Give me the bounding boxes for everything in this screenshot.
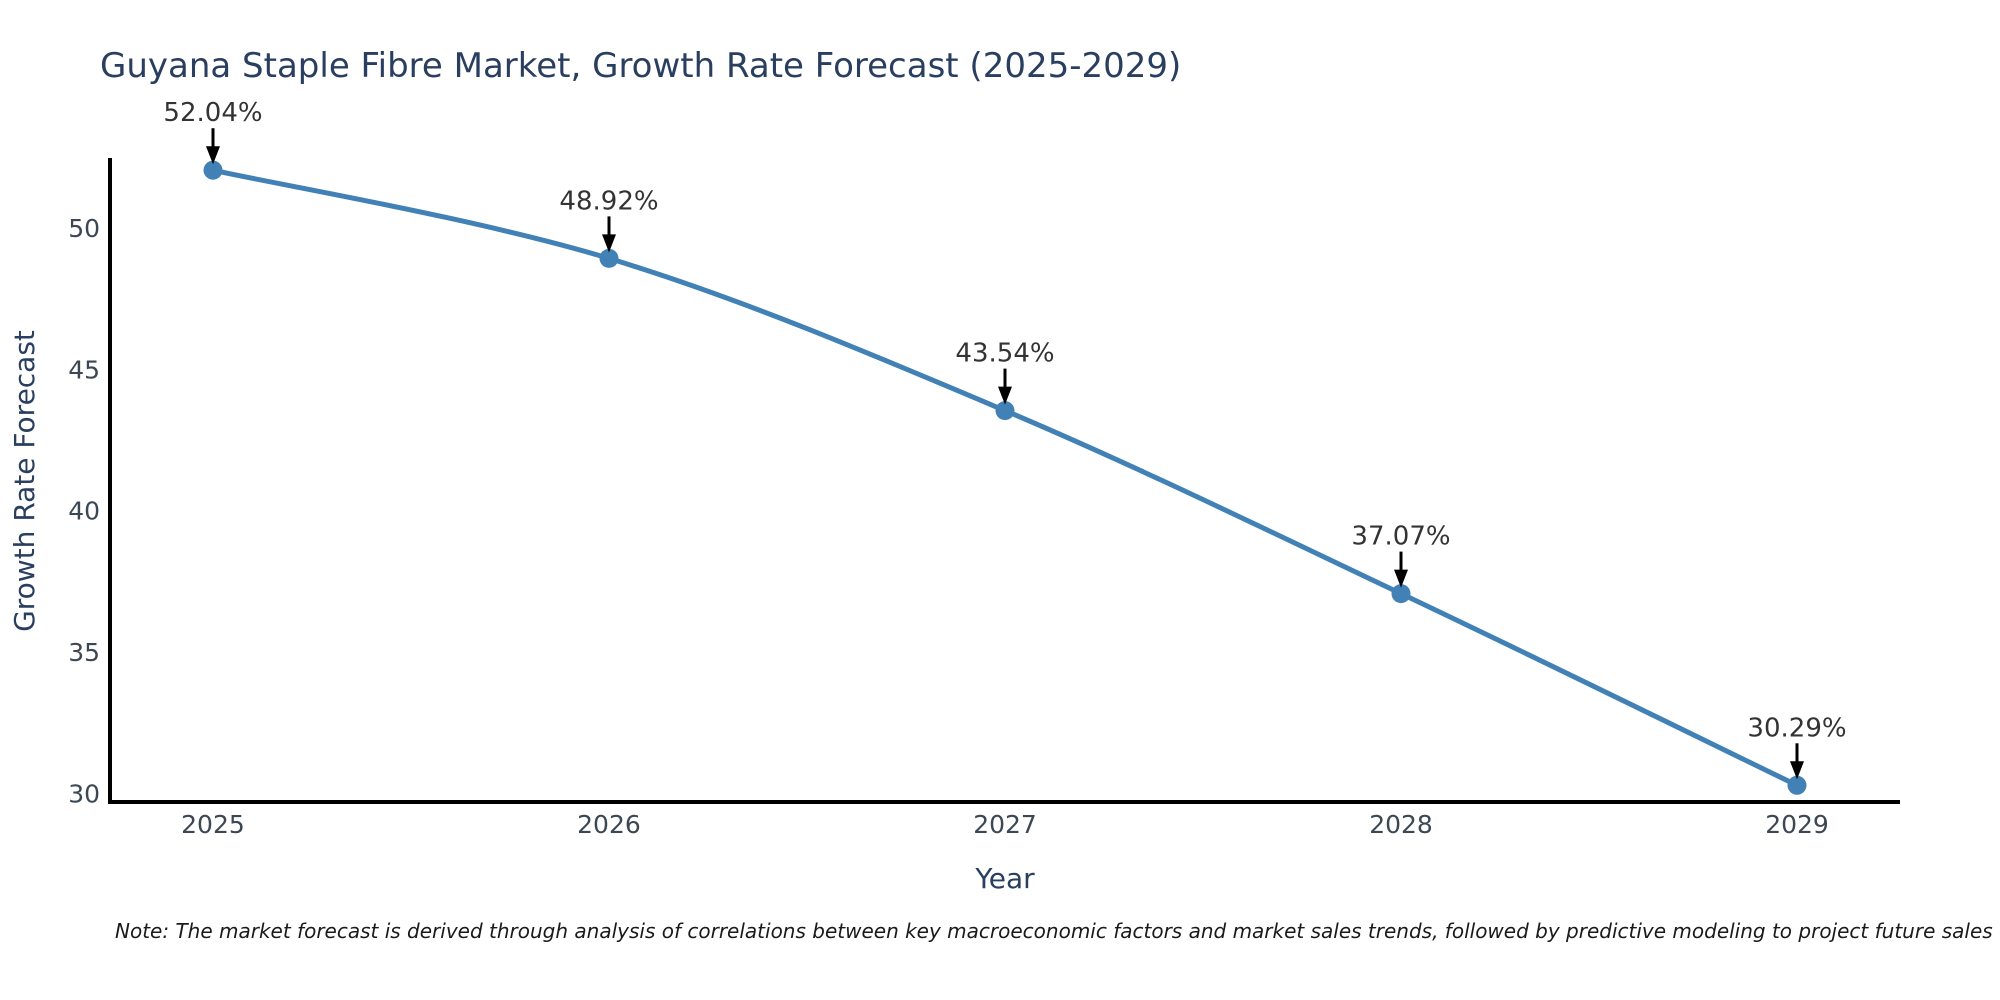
x-axis-title: Year — [974, 862, 1035, 895]
point-annotations: 52.04% 48.92% 43.54% 37.07% 30.29% — [163, 98, 1847, 780]
y-tick-label: 35 — [68, 638, 100, 667]
x-tick-label: 2028 — [1369, 810, 1433, 839]
x-tick-label: 2027 — [973, 810, 1037, 839]
x-tick-label: 2026 — [577, 810, 641, 839]
data-point-label: 48.92% — [559, 186, 658, 216]
data-point-label: 37.07% — [1351, 522, 1450, 552]
y-tick-label: 50 — [68, 214, 100, 243]
series-line — [210, 167, 1800, 788]
data-point-marker — [203, 160, 223, 180]
x-tick-label: 2025 — [181, 810, 245, 839]
y-axis-title: Growth Rate Forecast — [8, 330, 41, 632]
data-point-marker — [599, 248, 619, 268]
chart-title: Guyana Staple Fibre Market, Growth Rate … — [100, 46, 1181, 86]
annotation-arrow-head — [1394, 569, 1408, 588]
x-tick-label: 2029 — [1765, 810, 1829, 839]
annotation-arrow-head — [602, 234, 616, 253]
y-tick-label: 45 — [68, 355, 100, 384]
data-point-label: 30.29% — [1747, 713, 1846, 743]
data-point-marker — [1787, 775, 1807, 795]
data-point-marker — [1391, 584, 1411, 604]
axes — [108, 158, 1900, 804]
tick-labels: 30 35 40 45 50 2025 2026 2027 2028 2029 — [68, 214, 1829, 839]
y-tick-label: 40 — [68, 497, 100, 526]
annotation-arrow-head — [1790, 761, 1804, 780]
y-tick-label: 30 — [68, 780, 100, 809]
chart-footnote: Note: The market forecast is derived thr… — [115, 919, 1993, 943]
data-point-marker — [995, 401, 1015, 421]
annotation-arrow-head — [998, 386, 1012, 405]
line-series — [203, 160, 1807, 795]
data-point-label: 52.04% — [163, 98, 262, 128]
annotation-arrow-head — [206, 146, 220, 165]
data-point-label: 43.54% — [955, 339, 1054, 369]
